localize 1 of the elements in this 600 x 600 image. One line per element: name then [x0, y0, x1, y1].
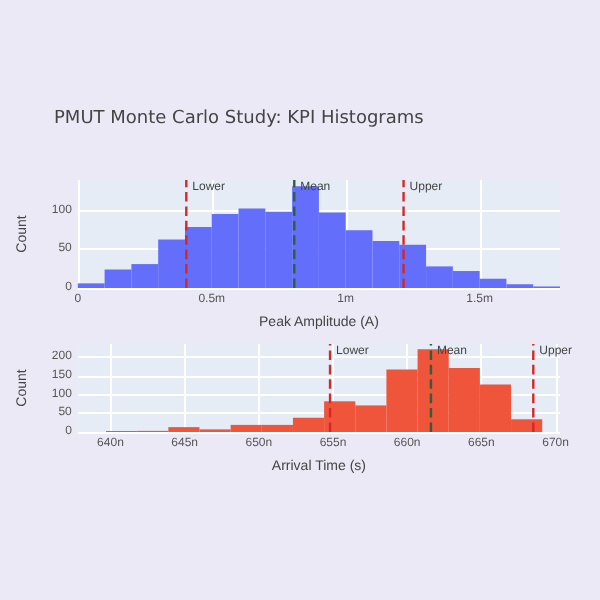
chart-title: PMUT Monte Carlo Study: KPI Histograms	[54, 109, 425, 129]
